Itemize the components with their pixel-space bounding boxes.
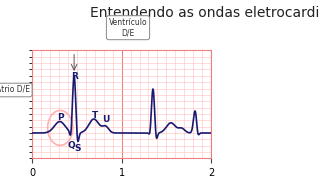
Text: R: R <box>71 72 77 81</box>
Text: P: P <box>57 112 64 122</box>
Text: Ventrículo
D/E: Ventrículo D/E <box>109 18 147 37</box>
Text: Átrio D/E: Átrio D/E <box>0 86 30 94</box>
Text: S: S <box>75 144 81 153</box>
Text: T: T <box>92 111 98 120</box>
Text: U: U <box>102 115 109 124</box>
Text: Entendendo as ondas eletrocardiográficas: Entendendo as ondas eletrocardiográficas <box>90 5 320 20</box>
Text: Q: Q <box>68 141 75 150</box>
